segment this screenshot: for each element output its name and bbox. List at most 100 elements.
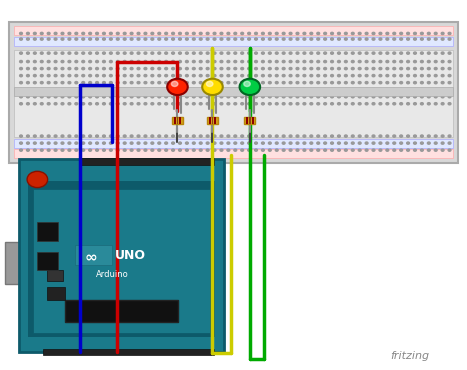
Circle shape: [137, 60, 140, 63]
Circle shape: [414, 149, 417, 151]
Circle shape: [407, 102, 410, 105]
Circle shape: [351, 81, 354, 84]
Circle shape: [220, 142, 223, 144]
Circle shape: [331, 81, 333, 84]
Circle shape: [172, 32, 175, 34]
Circle shape: [372, 60, 375, 63]
Circle shape: [427, 81, 430, 84]
Circle shape: [379, 142, 382, 144]
Circle shape: [262, 60, 264, 63]
Circle shape: [434, 38, 437, 40]
Circle shape: [47, 135, 50, 137]
Circle shape: [206, 81, 213, 87]
Circle shape: [144, 81, 147, 84]
Bar: [14, 149, 453, 158]
Circle shape: [296, 32, 299, 34]
Circle shape: [68, 88, 71, 91]
Circle shape: [296, 95, 299, 98]
Circle shape: [199, 88, 202, 91]
Circle shape: [185, 67, 188, 70]
Circle shape: [345, 52, 347, 54]
Circle shape: [441, 149, 444, 151]
Circle shape: [324, 67, 326, 70]
Circle shape: [310, 67, 313, 70]
Circle shape: [158, 95, 161, 98]
Circle shape: [317, 81, 319, 84]
Circle shape: [296, 60, 299, 63]
Circle shape: [220, 38, 223, 40]
Circle shape: [255, 95, 257, 98]
Circle shape: [68, 60, 71, 63]
Circle shape: [116, 142, 119, 144]
Circle shape: [151, 149, 154, 151]
Circle shape: [393, 60, 396, 63]
Circle shape: [158, 38, 161, 40]
Circle shape: [365, 102, 368, 105]
Circle shape: [192, 38, 195, 40]
Circle shape: [338, 74, 340, 77]
Circle shape: [123, 52, 126, 54]
Circle shape: [400, 81, 403, 84]
Circle shape: [199, 52, 202, 54]
Circle shape: [262, 135, 264, 137]
Circle shape: [289, 95, 292, 98]
Circle shape: [427, 52, 430, 54]
Circle shape: [47, 74, 50, 77]
Circle shape: [420, 52, 423, 54]
Circle shape: [338, 149, 340, 151]
Circle shape: [386, 142, 389, 144]
Circle shape: [165, 135, 168, 137]
Circle shape: [199, 74, 202, 77]
Circle shape: [282, 32, 285, 34]
Circle shape: [103, 67, 106, 70]
Circle shape: [269, 88, 271, 91]
Circle shape: [130, 149, 133, 151]
Circle shape: [27, 81, 29, 84]
Circle shape: [372, 102, 375, 105]
Circle shape: [185, 142, 188, 144]
Circle shape: [89, 142, 92, 144]
Circle shape: [178, 88, 181, 91]
Circle shape: [178, 67, 181, 70]
Circle shape: [351, 32, 354, 34]
Circle shape: [54, 67, 57, 70]
Circle shape: [192, 88, 195, 91]
Circle shape: [282, 81, 285, 84]
Circle shape: [448, 74, 451, 77]
Circle shape: [255, 149, 257, 151]
Circle shape: [296, 135, 299, 137]
Circle shape: [269, 32, 271, 34]
Circle shape: [365, 52, 368, 54]
Circle shape: [434, 135, 437, 137]
Circle shape: [213, 38, 216, 40]
Circle shape: [68, 149, 71, 151]
Circle shape: [241, 32, 244, 34]
Circle shape: [34, 95, 36, 98]
Circle shape: [109, 32, 112, 34]
Circle shape: [386, 60, 389, 63]
Circle shape: [351, 149, 354, 151]
Circle shape: [331, 74, 333, 77]
Circle shape: [420, 38, 423, 40]
Bar: [80, 158, 214, 165]
Circle shape: [34, 142, 36, 144]
Circle shape: [345, 102, 347, 105]
Circle shape: [372, 149, 375, 151]
Circle shape: [317, 74, 319, 77]
Circle shape: [241, 67, 244, 70]
Circle shape: [172, 38, 175, 40]
Circle shape: [276, 81, 278, 84]
Circle shape: [34, 74, 36, 77]
Bar: [14, 37, 453, 46]
Circle shape: [206, 52, 209, 54]
Circle shape: [54, 142, 57, 144]
Circle shape: [68, 95, 71, 98]
Circle shape: [234, 32, 237, 34]
Circle shape: [448, 135, 451, 137]
Circle shape: [116, 81, 119, 84]
Circle shape: [386, 149, 389, 151]
Circle shape: [61, 38, 64, 40]
Circle shape: [130, 102, 133, 105]
Circle shape: [434, 81, 437, 84]
Circle shape: [178, 142, 181, 144]
